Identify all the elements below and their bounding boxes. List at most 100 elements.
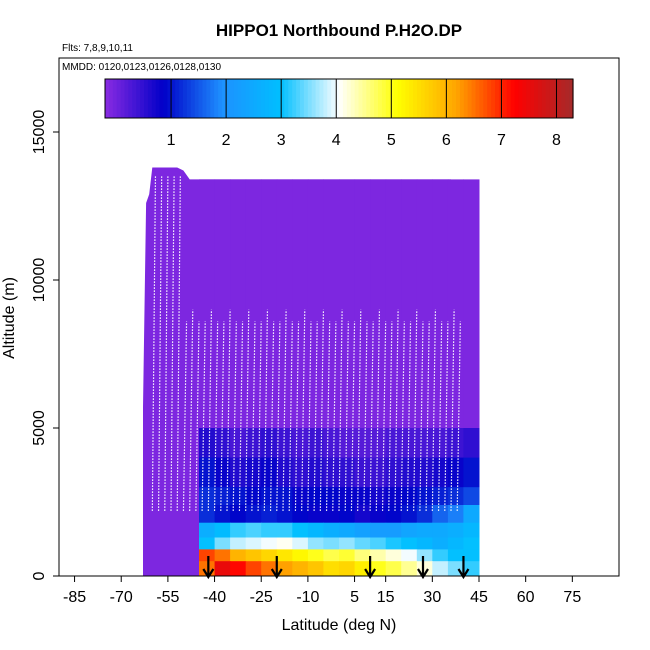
heatmap-cell <box>339 179 356 429</box>
heatmap-cell <box>432 428 449 459</box>
heatmap-cell <box>323 522 340 538</box>
colorbar-swatch <box>112 79 118 118</box>
colorbar-swatch <box>323 79 328 118</box>
heatmap-cell <box>230 457 247 488</box>
heatmap-cell <box>292 487 309 506</box>
colorbar-swatch <box>140 79 145 118</box>
heatmap-cell <box>307 522 324 538</box>
heatmap-cell <box>199 505 216 524</box>
heatmap-cell <box>261 457 278 488</box>
colorbar-swatch <box>346 79 352 118</box>
x-axis-label: Latitude (deg N) <box>282 617 397 634</box>
heatmap-cell <box>292 537 309 550</box>
plot-frame <box>58 57 620 577</box>
colorbar-swatch <box>300 79 305 118</box>
heatmap-cell <box>370 537 387 550</box>
heatmap-cell <box>463 487 480 506</box>
colorbar-swatch <box>467 79 473 118</box>
colorbar-swatch <box>420 79 426 118</box>
heatmap-cell <box>463 549 480 562</box>
colorbar-swatch <box>569 79 574 118</box>
colorbar-swatch <box>545 79 551 118</box>
heatmap-cell <box>416 537 433 550</box>
colorbar-swatch <box>428 79 434 118</box>
heatmap-cell <box>276 505 293 524</box>
colorbar-swatch <box>132 79 137 118</box>
colorbar-swatch <box>108 79 114 118</box>
heatmap-cell <box>292 522 309 538</box>
colorbar-swatch <box>518 79 523 118</box>
heatmap-cell <box>401 457 418 488</box>
heatmap-cell <box>323 505 340 524</box>
heatmap-cell <box>276 179 293 429</box>
colorbar-swatch <box>366 79 371 118</box>
heatmap-cell <box>214 457 231 488</box>
heatmap-cell <box>261 522 278 538</box>
colorbar-swatch <box>186 79 192 118</box>
track-segment <box>357 309 362 511</box>
colorbar-swatch <box>147 79 153 118</box>
heatmap-cell <box>416 457 433 488</box>
heatmap-cell <box>339 561 356 577</box>
heatmap-cell <box>401 179 418 429</box>
colorbar-swatch <box>378 79 383 118</box>
heatmap-cell <box>261 549 278 562</box>
colorbar-swatch <box>144 79 149 118</box>
colorbar-swatch <box>553 79 558 118</box>
x-tick-label: -10 <box>296 589 319 606</box>
colorbar-swatch <box>175 79 180 118</box>
heatmap-cell <box>199 522 216 538</box>
heatmap-cell <box>447 505 464 524</box>
heatmap-cell <box>245 428 262 459</box>
colorbar-swatch <box>229 79 235 118</box>
heatmap-cell <box>230 522 247 538</box>
colorbar-tick-label: 4 <box>332 132 341 149</box>
colorbar-swatch <box>155 79 161 118</box>
track-segment <box>282 309 287 511</box>
y-tick-label: 15000 <box>31 110 48 155</box>
y-tick-label: 0 <box>31 571 48 580</box>
heatmap-cell <box>447 179 464 429</box>
heatmap-cell <box>307 537 324 550</box>
track-segment <box>375 309 381 511</box>
colorbar-swatch <box>448 79 453 118</box>
colorbar-swatch <box>292 79 297 118</box>
heatmap-cell <box>416 179 433 429</box>
colorbar-swatch <box>475 79 480 118</box>
colorbar-swatch <box>342 79 348 118</box>
colorbar-swatch <box>565 79 570 118</box>
colorbar-swatch <box>502 79 508 118</box>
heatmap-cell <box>401 561 418 577</box>
colorbar-swatch <box>268 79 274 118</box>
heatmap-cell <box>230 505 247 524</box>
colorbar-swatch <box>120 79 126 118</box>
heatmap-cell <box>416 549 433 562</box>
track-segment <box>394 309 399 511</box>
heatmap-cell <box>199 457 216 488</box>
heatmap-cell <box>432 457 449 488</box>
arrow-head <box>270 568 283 580</box>
heatmap-cell <box>354 487 371 506</box>
heatmap-cell <box>276 428 293 459</box>
heatmap-cell <box>432 487 449 506</box>
heatmap-cell <box>339 428 356 459</box>
heatmap-cell <box>323 457 340 488</box>
track-segment <box>319 309 325 511</box>
heatmap-cell <box>230 561 247 577</box>
heatmap-cell <box>385 522 402 538</box>
colorbar-swatch <box>358 79 363 118</box>
heatmap-cell <box>370 505 387 524</box>
heatmap-cell <box>307 487 324 506</box>
heatmap-cell <box>370 428 387 459</box>
colorbar-swatch <box>471 79 477 118</box>
heatmap-cell <box>447 457 464 488</box>
colorbar-swatch <box>210 79 215 118</box>
colorbar-swatch <box>424 79 430 118</box>
colorbar-swatch <box>179 79 184 118</box>
colorbar-swatch <box>202 79 207 118</box>
heatmap-cell <box>416 487 433 506</box>
heatmap-cell <box>385 537 402 550</box>
heatmap-cell <box>230 179 247 429</box>
heatmap-cell <box>447 522 464 538</box>
x-tick-label: -55 <box>156 589 179 606</box>
